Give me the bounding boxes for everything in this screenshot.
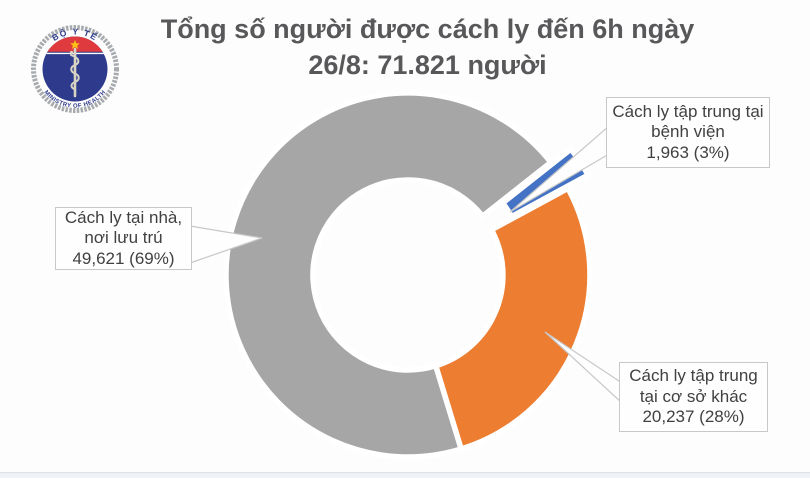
- callout-hospital-value: 1,963 (3%): [646, 142, 730, 162]
- logo-wreath-ring: [31, 25, 119, 113]
- donut-slices: [223, 90, 593, 460]
- video-edge-strip: [0, 472, 810, 478]
- callout-leaders: [189, 125, 623, 404]
- callout-hospital-quarantine: Cách ly tập trung tại bệnh viện 1,963 (3…: [606, 97, 770, 168]
- callout-other-line1: Cách ly tập trung: [629, 366, 758, 386]
- leader-other-facility-quarantine-border: [544, 331, 623, 404]
- chart-title-line1: Tổng số người được cách ly đến 6h ngày: [160, 14, 695, 44]
- callout-home-value: 49,621 (69%): [72, 248, 175, 268]
- chart-title-line2: 26/8: 71.821 người: [308, 50, 547, 80]
- callout-hospital-line2: bệnh viện: [651, 122, 725, 142]
- caduceus-icon: [69, 47, 80, 98]
- callout-hospital-line1: Cách ly tập trung tại: [612, 101, 764, 121]
- leader-home-quarantine-border: [189, 225, 263, 264]
- pie-slice-3: [432, 184, 593, 453]
- ministry-of-health-logo: BỘ Y TẾ MINISTRY OF HEALTH: [31, 25, 119, 113]
- chart-title: Tổng số người được cách ly đến 6h ngày 2…: [45, 11, 810, 83]
- logo-star: [70, 40, 80, 49]
- callout-home-line1: Cách ly tại nhà,: [64, 207, 183, 227]
- callout-other-facility-quarantine: Cách ly tập trung tại cơ sở khác 20,237 …: [619, 362, 768, 432]
- callout-home-line2: nơi lưu trú: [84, 228, 163, 248]
- callout-home-quarantine: Cách ly tại nhà, nơi lưu trú 49,621 (69%…: [55, 207, 192, 270]
- callout-other-value: 20,237 (28%): [642, 407, 745, 427]
- leader-hospital-quarantine-border: [509, 125, 610, 213]
- callout-other-line2: tại cơ sở khác: [639, 386, 748, 406]
- pie-slice-1: [223, 90, 555, 460]
